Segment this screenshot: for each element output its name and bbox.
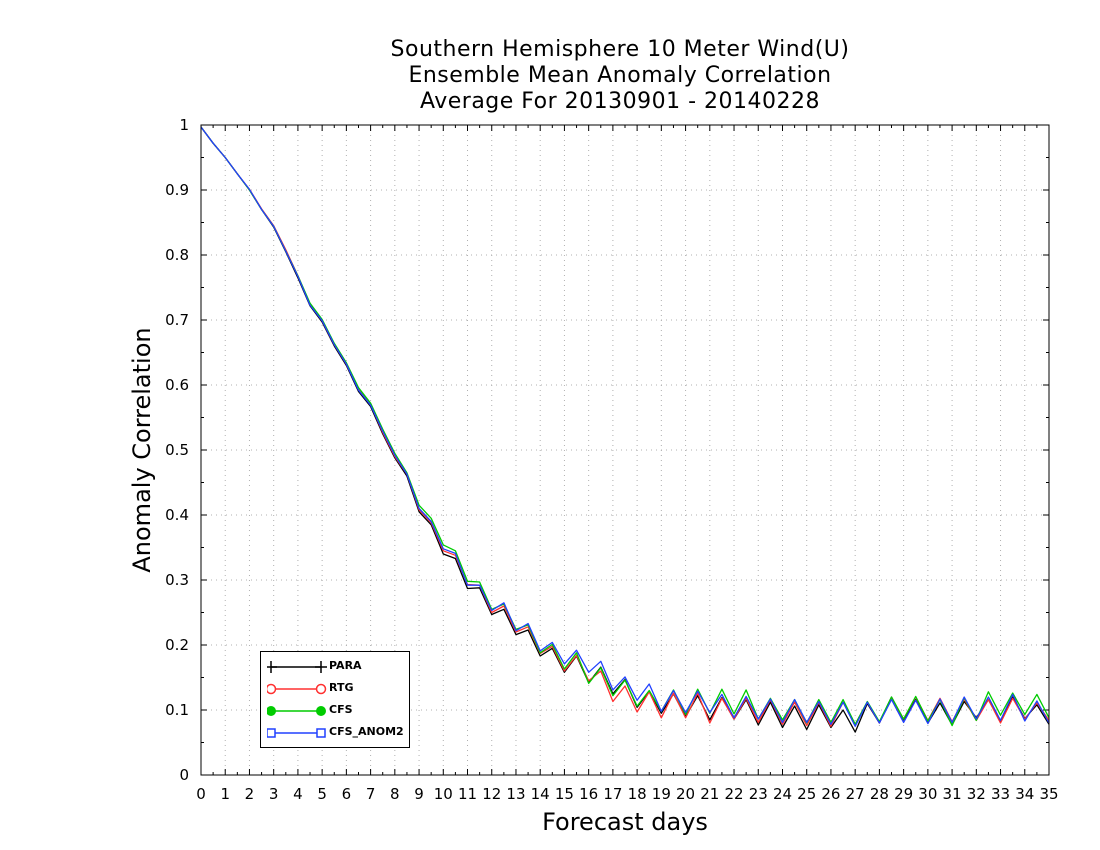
y-tick-label: 0.9: [165, 181, 189, 199]
y-tick-label: 0.1: [165, 701, 189, 719]
x-tick-label: 1: [220, 785, 230, 803]
x-tick-label: 12: [482, 785, 501, 803]
x-tick-label: 17: [603, 785, 622, 803]
y-tick-label: 0.3: [165, 571, 189, 589]
legend-label-para: PARA: [329, 659, 362, 672]
tick-labels: 0 1 2 3 4 5 6 7 8 9 10 11 12 13 14 15 16 17 18 19 20 21 22 23 24…: [165, 116, 1058, 803]
x-tick-label: 3: [269, 785, 279, 803]
legend-marker-cfs-anom2: [267, 728, 326, 738]
x-tick-label: 15: [555, 785, 574, 803]
legend-label-cfs-anom2: CFS_ANOM2: [329, 725, 404, 738]
x-tick-label: 32: [967, 785, 986, 803]
x-tick-label: 29: [894, 785, 913, 803]
legend-item-rtg: RTG: [261, 679, 411, 699]
legend-marker-rtg: [267, 683, 327, 695]
chart-title-line-1: Southern Hemisphere 10 Meter Wind(U): [390, 37, 850, 62]
y-axis-label: Anomaly Correlation: [128, 327, 156, 573]
chart-title-line-2: Ensemble Mean Anomaly Correlation: [408, 63, 832, 88]
x-axis-label: Forecast days: [542, 808, 708, 836]
y-tick-label: 0.8: [165, 246, 189, 264]
series-lines: [200, 126, 1050, 733]
x-tick-label: 14: [531, 785, 550, 803]
x-tick-label: 23: [749, 785, 768, 803]
y-tick-label: 0: [179, 766, 189, 784]
x-tick-label: 27: [846, 785, 865, 803]
y-tick-label: 0.4: [165, 506, 189, 524]
y-tick-label: 0.6: [165, 376, 189, 394]
legend-label-rtg: RTG: [329, 681, 354, 694]
x-tick-label: 19: [652, 785, 671, 803]
x-tick-label: 20: [676, 785, 695, 803]
x-tick-label: 18: [628, 785, 647, 803]
x-tick-label: 0: [196, 785, 206, 803]
plot-frame: [200, 124, 1050, 776]
y-tick-label: 0.2: [165, 636, 189, 654]
x-tick-label: 2: [245, 785, 255, 803]
x-tick-label: 4: [293, 785, 303, 803]
x-tick-label: 25: [797, 785, 816, 803]
series-line-rtg: [200, 126, 1050, 727]
x-tick-label: 28: [870, 785, 889, 803]
x-tick-label: 33: [991, 785, 1010, 803]
y-tick-label: 0.5: [165, 441, 189, 459]
x-tick-label: 9: [414, 785, 424, 803]
x-tick-label: 8: [390, 785, 400, 803]
x-tick-label: 30: [918, 785, 937, 803]
x-tick-label: 10: [434, 785, 453, 803]
x-tick-label: 16: [579, 785, 598, 803]
chart-title-line-3: Average For 20130901 - 20140228: [419, 89, 821, 114]
y-tick-label: 1: [179, 116, 189, 134]
x-tick-label: 5: [317, 785, 327, 803]
series-line-cfs-anom2: [200, 126, 1050, 727]
x-tick-label: 13: [506, 785, 525, 803]
legend-label-cfs: CFS: [329, 703, 353, 716]
legend-item-cfs: CFS: [261, 701, 411, 721]
x-tick-label: 35: [1039, 785, 1058, 803]
legend-item-para: PARA: [261, 657, 411, 677]
x-tick-label: 34: [1015, 785, 1034, 803]
series-line-cfs: [200, 126, 1050, 727]
y-tick-label: 0.7: [165, 311, 189, 329]
legend-item-cfs-anom2: CFS_ANOM2: [261, 723, 411, 743]
legend-marker-cfs: [267, 706, 326, 716]
x-tick-label: 11: [458, 785, 477, 803]
grid-lines: [201, 125, 1049, 775]
x-tick-label: 31: [943, 785, 962, 803]
x-tick-label: 21: [700, 785, 719, 803]
x-tick-label: 24: [773, 785, 792, 803]
x-tick-label: 26: [821, 785, 840, 803]
x-tick-label: 7: [366, 785, 376, 803]
legend-marker-para: [267, 661, 327, 673]
series-line-para: [200, 126, 1050, 733]
x-tick-label: 6: [342, 785, 352, 803]
x-tick-label: 22: [724, 785, 743, 803]
legend: PARA RTG CFS CFS_ANOM2: [260, 651, 410, 748]
